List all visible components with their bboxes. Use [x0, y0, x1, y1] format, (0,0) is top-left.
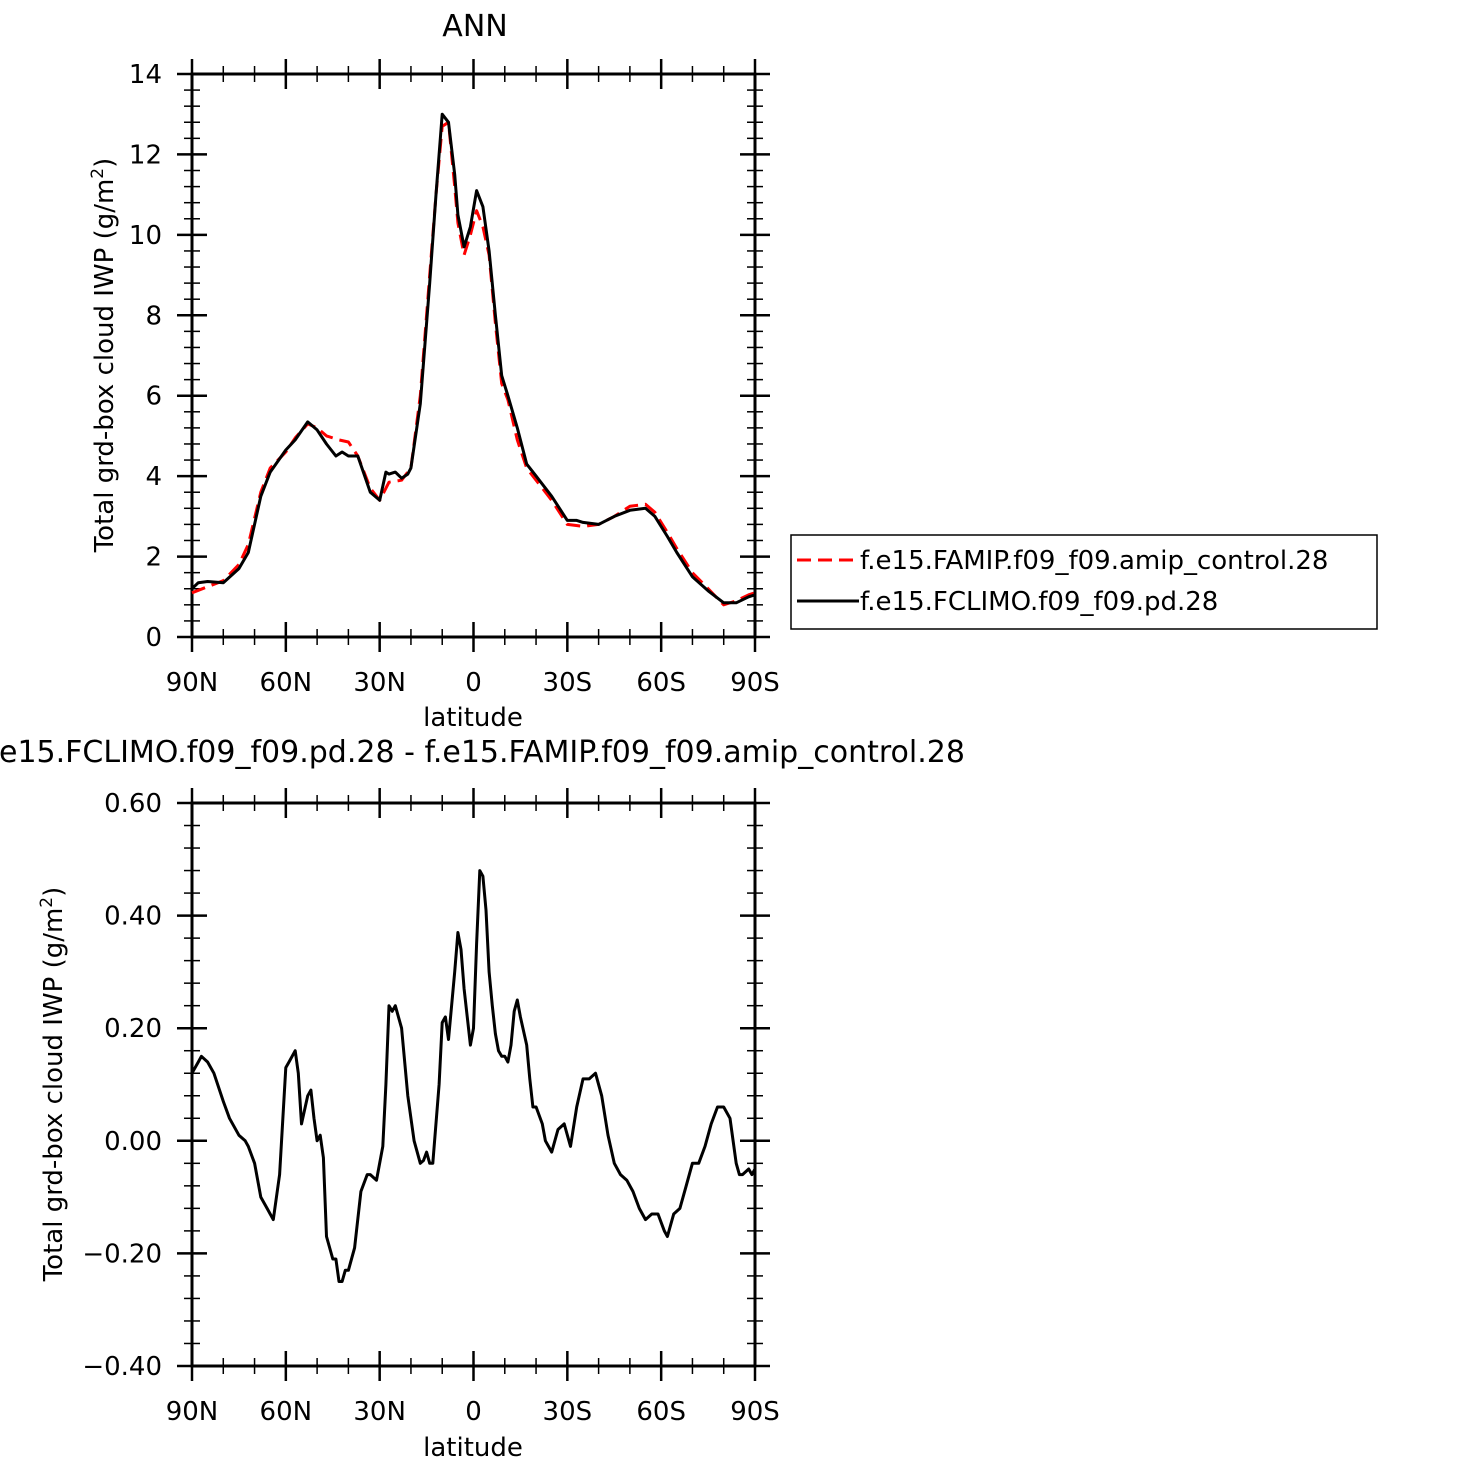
top-line-chart: ANN 0 2 4 6 8 10 12 14 90N 60N 30N 0 30S 60S 90S lati…: [88, 9, 1378, 733]
top-x-axis-label: latitude: [423, 703, 523, 733]
top-y-tick-label: 6: [145, 382, 162, 412]
bottom-series-lines: [190, 869, 757, 1283]
bottom-y-tick-label: 0.40: [104, 902, 162, 932]
bottom-x-tick-label: 90S: [730, 1397, 780, 1427]
top-x-tick-label: 30S: [543, 668, 593, 698]
top-series-line-0: [191, 120, 756, 607]
top-x-tick-labels: 90N 60N 30N 0 30S 60S 90S: [166, 668, 780, 698]
top-series-line-1: [190, 112, 756, 605]
top-x-tick-label: 90S: [730, 668, 780, 698]
legend-label-fclimo: f.e15.FCLIMO.f09_f09.pd.28: [860, 587, 1218, 617]
bottom-x-tick-label: 90N: [166, 1397, 219, 1427]
top-y-tick-label: 10: [129, 221, 162, 251]
bottom-axis-ticks: [177, 788, 770, 1381]
legend: f.e15.FAMIP.f09_f09.amip_control.28 f.e1…: [790, 534, 1378, 630]
top-y-tick-label: 0: [145, 623, 162, 653]
bottom-x-tick-label: 30N: [353, 1397, 406, 1427]
top-series-lines: [190, 112, 756, 607]
top-y-axis-label: Total grd-box cloud IWP (g/m2): [88, 158, 120, 554]
bottom-x-tick-label: 60S: [636, 1397, 686, 1427]
bottom-y-tick-label: 0.20: [104, 1014, 162, 1044]
legend-box: [790, 534, 1378, 630]
bottom-x-tick-label: 0: [465, 1397, 482, 1427]
bottom-x-tick-label: 30S: [543, 1397, 593, 1427]
top-x-tick-label: 60N: [260, 668, 313, 698]
bottom-x-axis-label: latitude: [423, 1433, 523, 1463]
bottom-x-tick-labels: 90N 60N 30N 0 30S 60S 90S: [166, 1397, 780, 1427]
bottom-y-axis-label: Total grd-box cloud IWP (g/m2): [37, 887, 69, 1283]
top-axis-ticks: [177, 59, 770, 652]
bottom-series-line-0: [190, 869, 757, 1283]
top-y-tick-label: 12: [129, 140, 162, 170]
top-plot-frame: [190, 72, 757, 639]
top-y-tick-labels: 0 2 4 6 8 10 12 14: [129, 60, 162, 653]
bottom-difference-chart: f.e15.FCLIMO.f09_f09.pd.28 - f.e15.FAMIP…: [0, 735, 965, 1463]
top-x-tick-label: 90N: [166, 668, 219, 698]
bottom-chart-title: f.e15.FCLIMO.f09_f09.pd.28 - f.e15.FAMIP…: [0, 735, 965, 770]
top-x-tick-label: 0: [465, 668, 482, 698]
top-y-tick-label: 4: [145, 462, 162, 492]
top-y-tick-label: 2: [145, 543, 162, 573]
bottom-y-tick-labels: −0.40 −0.20 0.00 0.20 0.40 0.60: [82, 789, 162, 1382]
bottom-plot-frame: [190, 801, 757, 1368]
top-chart-title: ANN: [442, 9, 507, 44]
top-x-tick-label: 60S: [636, 668, 686, 698]
bottom-y-tick-label: −0.40: [82, 1352, 162, 1382]
bottom-x-tick-label: 60N: [260, 1397, 313, 1427]
bottom-y-tick-label: −0.20: [82, 1239, 162, 1269]
legend-label-famip: f.e15.FAMIP.f09_f09.amip_control.28: [860, 546, 1328, 576]
top-y-tick-label: 8: [145, 301, 162, 331]
top-x-tick-label: 30N: [353, 668, 406, 698]
bottom-y-tick-label: 0.00: [104, 1127, 162, 1157]
top-y-tick-label: 14: [129, 60, 162, 90]
bottom-y-tick-label: 0.60: [104, 789, 162, 819]
